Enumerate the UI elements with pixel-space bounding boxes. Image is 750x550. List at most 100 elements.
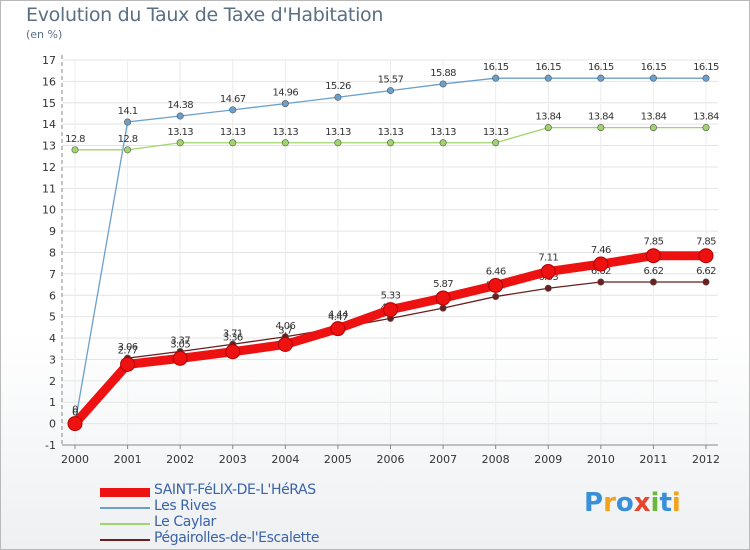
- logo-letter: r: [603, 488, 616, 518]
- x-tick-label: 2005: [324, 453, 352, 466]
- data-label: 7.46: [591, 245, 611, 256]
- data-point: [492, 139, 500, 147]
- data-label: 13.13: [378, 127, 404, 138]
- logo-letter: i: [650, 488, 660, 518]
- legend-label-les-rives: Les Rives: [154, 498, 217, 514]
- data-label: 7.85: [696, 237, 716, 248]
- data-point: [386, 87, 394, 95]
- logo-letter: P: [584, 488, 604, 518]
- x-tick-label: 2011: [639, 453, 667, 466]
- data-label: 15.88: [430, 68, 456, 79]
- data-point: [593, 256, 609, 272]
- x-tick-label: 2004: [271, 453, 299, 466]
- data-point: [67, 416, 83, 432]
- data-point: [544, 284, 552, 292]
- data-label: 7.11: [538, 253, 558, 264]
- data-label: 12.8: [65, 134, 85, 145]
- data-label: 0: [72, 408, 78, 419]
- data-label: 4.06: [275, 321, 295, 332]
- data-label: 12.8: [118, 134, 138, 145]
- data-label: 2.77: [118, 345, 138, 356]
- x-tick-label: 2008: [482, 453, 510, 466]
- data-label: 0: [72, 408, 78, 419]
- data-point: [597, 74, 605, 82]
- data-point: [176, 112, 184, 120]
- data-point: [281, 100, 289, 108]
- y-tick-label: 1: [49, 396, 56, 409]
- legend-item-pegairolles: Pégairolles-de-l'Escalette: [100, 530, 400, 549]
- data-label: 3.06: [118, 342, 138, 353]
- data-point: [702, 278, 710, 286]
- data-label: 6.62: [643, 266, 663, 277]
- data-point: [649, 278, 657, 286]
- data-label: 15.26: [325, 81, 351, 92]
- data-point: [439, 80, 447, 88]
- y-tick-label: 0: [49, 418, 56, 431]
- data-label: 4.44: [328, 310, 348, 321]
- data-point: [383, 302, 398, 318]
- data-label: 14.67: [220, 94, 246, 105]
- data-point: [702, 124, 710, 132]
- data-point: [439, 304, 447, 312]
- data-point: [229, 106, 237, 114]
- data-point: [229, 139, 237, 147]
- data-label: 13.13: [483, 127, 509, 138]
- data-label: 16.15: [588, 62, 614, 73]
- y-tick-label: 7: [49, 268, 56, 281]
- data-point: [488, 277, 504, 293]
- data-label: 14.1: [118, 106, 138, 117]
- x-tick-label: 2003: [219, 453, 247, 466]
- logo-letter: t: [659, 488, 672, 518]
- chart-title: Evolution du Taux de Taxe d'Habitation: [26, 4, 384, 26]
- data-point: [225, 344, 241, 360]
- data-label: 6.62: [696, 266, 716, 277]
- data-label: 13.13: [167, 127, 193, 138]
- data-point: [124, 118, 132, 126]
- data-point: [281, 139, 289, 147]
- y-tick-label: 14: [42, 118, 56, 131]
- data-label: 13.13: [220, 127, 246, 138]
- legend-label-saint-felix: SAINT-FéLIX-DE-L'HéRAS: [154, 482, 316, 498]
- data-label: 16.15: [483, 62, 509, 73]
- data-label: 0: [72, 405, 78, 416]
- data-point: [649, 124, 657, 132]
- legend-item-saint-felix: SAINT-FéLIX-DE-L'HéRAS: [100, 482, 400, 501]
- x-tick-label: 2002: [166, 453, 194, 466]
- y-tick-label: 12: [42, 161, 56, 174]
- data-point: [702, 74, 710, 82]
- y-tick-label: 15: [42, 97, 56, 110]
- data-label: 5.87: [433, 279, 453, 290]
- y-tick-label: 2: [49, 375, 56, 388]
- data-point: [172, 350, 188, 366]
- data-point: [334, 139, 342, 147]
- data-point: [330, 321, 346, 337]
- data-label: 16.15: [641, 62, 667, 73]
- y-tick-label: 10: [42, 204, 56, 217]
- x-tick-label: 2009: [534, 453, 562, 466]
- y-tick-label: 6: [49, 289, 56, 302]
- data-label: 14.96: [273, 88, 299, 99]
- data-point: [71, 146, 79, 154]
- data-label: 6.46: [486, 266, 506, 277]
- data-point: [698, 248, 714, 264]
- logo-letter: o: [615, 488, 634, 518]
- legend-label-le-caylar: Le Caylar: [154, 514, 216, 530]
- data-point: [124, 146, 132, 154]
- data-label: 3.05: [170, 339, 190, 350]
- x-tick-label: 2012: [692, 453, 720, 466]
- data-label: 3.37: [170, 336, 190, 347]
- x-tick-label: 2010: [587, 453, 615, 466]
- data-point: [597, 278, 605, 286]
- y-tick-label: 8: [49, 247, 56, 260]
- data-label: 5.33: [381, 291, 401, 302]
- legend-label-pegairolles: Pégairolles-de-l'Escalette: [154, 530, 320, 546]
- chart-subtitle: (en %): [26, 28, 63, 41]
- x-tick-label: 2006: [377, 453, 405, 466]
- logo-letter: x: [633, 488, 651, 518]
- y-tick-label: 3: [49, 353, 56, 366]
- x-tick-label: 2000: [61, 453, 89, 466]
- y-tick-label: 16: [42, 75, 56, 88]
- data-label: 13.13: [325, 127, 351, 138]
